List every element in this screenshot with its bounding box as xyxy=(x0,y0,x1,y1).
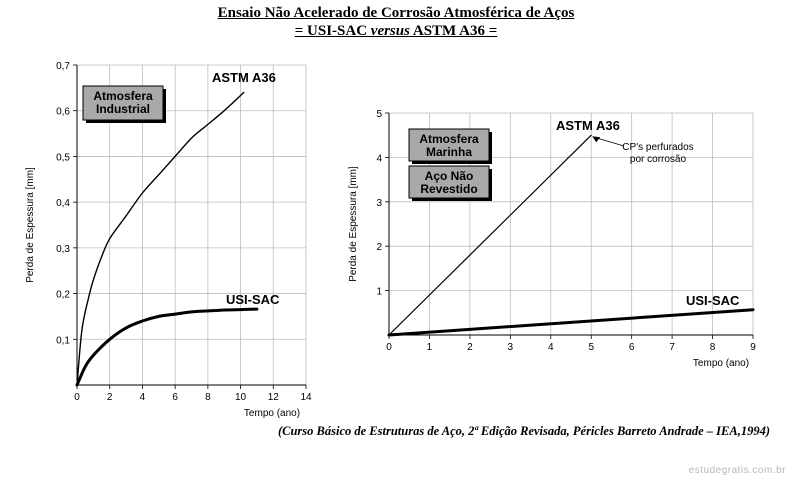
x-tick-label: 7 xyxy=(669,342,675,353)
series-line-astm-a36 xyxy=(388,134,592,336)
chart-2: 0 1 2 3 4 5 6 7 8 9 1 2 3 4 5 Perda de Espessura [mm] Te… xyxy=(348,109,756,369)
annotation-arrow xyxy=(594,136,625,147)
series-label: USI-SAC xyxy=(686,293,740,308)
x-tick-label: 8 xyxy=(205,392,211,403)
x-tick-label: 6 xyxy=(629,342,635,353)
citation-text: (Curso Básico de Estruturas de Aço, 2ª E… xyxy=(277,424,770,438)
x-tick-label: 2 xyxy=(107,392,113,403)
x-tick-label: 8 xyxy=(710,342,716,353)
page-title: Ensaio Não Acelerado de Corrosão Atmosfé… xyxy=(217,5,575,21)
y-tick-label: 0,2 xyxy=(56,290,70,301)
subtitle-prefix: = USI-SAC xyxy=(294,23,371,39)
x-tick-label: 14 xyxy=(300,392,312,403)
x-tick-label: 0 xyxy=(74,392,80,403)
series-label: ASTM A36 xyxy=(556,118,620,133)
box-label xyxy=(408,165,490,199)
annotation-text: CP's perfurados xyxy=(622,142,693,153)
series-label: USI-SAC xyxy=(226,292,280,307)
y-tick-label: 5 xyxy=(376,109,382,120)
x-axis-label: Tempo (ano) xyxy=(693,358,749,369)
y-tick-label: 3 xyxy=(376,198,382,209)
watermark: estudegratis.com.br xyxy=(688,465,786,476)
box-label xyxy=(408,128,490,162)
y-tick-label: 2 xyxy=(376,242,382,253)
box-label-text: Atmosfera xyxy=(419,132,479,146)
y-tick-label: 0,6 xyxy=(56,107,70,118)
y-tick-label: 0,4 xyxy=(56,198,70,209)
y-tick-label: 0,1 xyxy=(56,335,70,346)
x-tick-label: 4 xyxy=(140,392,146,403)
subtitle-versus: versus xyxy=(370,23,410,39)
y-tick-label: 0,7 xyxy=(56,61,70,72)
x-tick-label: 12 xyxy=(268,392,280,403)
series-line-usi-sac xyxy=(387,308,755,337)
y-tick-label: 0,3 xyxy=(56,244,70,255)
x-tick-label: 5 xyxy=(588,342,594,353)
y-tick-label: 4 xyxy=(376,153,382,164)
annotation-arrowhead xyxy=(592,136,601,143)
series-line-usi-sac xyxy=(75,307,259,387)
x-tick-label: 9 xyxy=(750,342,756,353)
x-tick-label: 4 xyxy=(548,342,554,353)
y-axis-label: Perda de Espessura [mm] xyxy=(25,167,36,283)
y-tick-label: 0,5 xyxy=(56,152,70,163)
y-tick-label: 1 xyxy=(376,287,382,298)
y-axis-label: Perda de Espessura [mm] xyxy=(348,166,359,282)
x-axis-label: Tempo (ano) xyxy=(244,408,300,419)
x-tick-label: 6 xyxy=(172,392,178,403)
box-label-text: Revestido xyxy=(420,182,477,196)
box-label-text: Aço Não xyxy=(425,169,474,183)
box-label xyxy=(82,85,164,121)
chart-1: 0 2 4 6 8 10 12 14 0,1 0,2 0,3 0,4 0,5 0,6 0,7 Perda de… xyxy=(25,61,312,419)
page-subtitle: = USI-SAC versus ASTM A36 = xyxy=(0,22,792,40)
series-line-astm-a36 xyxy=(76,91,245,386)
box-label-text: Atmosfera xyxy=(93,89,153,103)
box-label-text: Marinha xyxy=(426,145,472,159)
subtitle-suffix: ASTM A36 = xyxy=(409,23,498,39)
x-tick-label: 2 xyxy=(467,342,473,353)
x-tick-label: 3 xyxy=(508,342,514,353)
x-tick-label: 10 xyxy=(235,392,247,403)
annotation-text: por corrosão xyxy=(630,154,687,165)
x-tick-label: 0 xyxy=(386,342,392,353)
box-label-text: Industrial xyxy=(96,102,150,116)
series-label: ASTM A36 xyxy=(212,70,276,85)
x-tick-label: 1 xyxy=(427,342,433,353)
